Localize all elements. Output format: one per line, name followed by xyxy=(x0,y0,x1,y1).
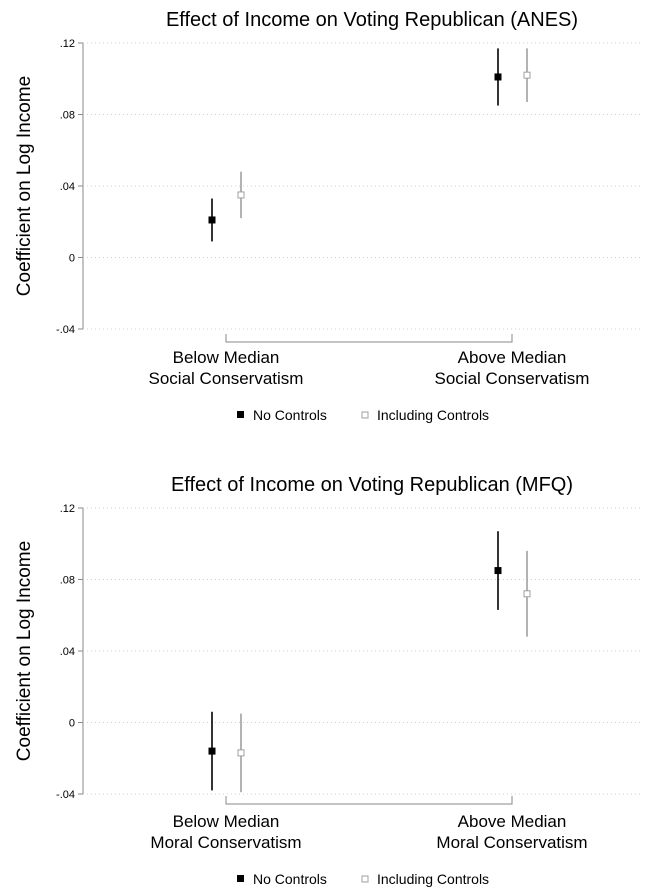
data-point xyxy=(494,73,502,81)
x-category-label: Social Conservatism xyxy=(149,369,304,388)
x-category-label: Moral Conservatism xyxy=(436,833,587,852)
y-tick-label: 0 xyxy=(69,253,75,265)
x-category-label: Below Median xyxy=(173,348,280,367)
data-point xyxy=(208,216,216,224)
x-category-label: Above Median xyxy=(458,812,567,831)
y-tick-label: .12 xyxy=(60,38,75,50)
legend-label-including-controls: Including Controls xyxy=(377,407,489,423)
data-point xyxy=(523,590,531,598)
chart-legend: No Controls Including Controls xyxy=(237,871,489,887)
y-tick-label: .04 xyxy=(60,646,75,658)
legend-marker-including-controls xyxy=(361,411,369,419)
y-tick-label: .08 xyxy=(60,575,75,587)
data-point xyxy=(523,71,531,79)
y-tick-label: -.04 xyxy=(56,789,75,801)
x-category-label: Moral Conservatism xyxy=(150,833,301,852)
y-tick-label: 0 xyxy=(69,718,75,730)
legend-marker-no-controls xyxy=(237,411,244,418)
legend-label-no-controls: No Controls xyxy=(253,407,327,423)
legend-marker-including-controls xyxy=(361,875,369,883)
chart-panel-2: Effect of Income on Voting Republican (M… xyxy=(14,474,640,887)
x-category-label: Below Median xyxy=(173,812,280,831)
y-tick-label: -.04 xyxy=(56,324,75,336)
x-category-label: Above Median xyxy=(458,348,567,367)
y-tick-label: .08 xyxy=(60,110,75,122)
data-point xyxy=(494,567,502,575)
x-axis-bracket xyxy=(225,334,513,343)
y-axis-label: Coefficient on Log Income xyxy=(14,541,35,761)
chart-legend: No Controls Including Controls xyxy=(237,407,489,423)
y-tick-label: .12 xyxy=(60,503,75,515)
data-point xyxy=(237,749,245,757)
y-axis-label: Coefficient on Log Income xyxy=(14,76,35,296)
legend-marker-no-controls xyxy=(237,875,244,882)
chart-panel-1: Effect of Income on Voting Republican (A… xyxy=(14,9,640,423)
chart-title: Effect of Income on Voting Republican (M… xyxy=(171,474,573,496)
legend-label-including-controls: Including Controls xyxy=(377,871,489,887)
y-tick-label: .04 xyxy=(60,181,75,193)
data-point xyxy=(237,191,245,199)
x-category-label: Social Conservatism xyxy=(435,369,590,388)
legend-label-no-controls: No Controls xyxy=(253,871,327,887)
x-axis-bracket xyxy=(225,796,513,805)
chart-title: Effect of Income on Voting Republican (A… xyxy=(166,9,578,31)
data-point xyxy=(208,747,216,755)
